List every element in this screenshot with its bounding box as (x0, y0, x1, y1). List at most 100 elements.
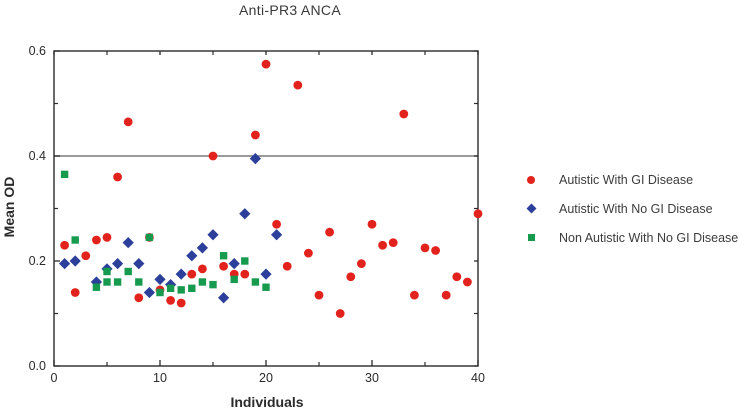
legend-marker-box (519, 203, 543, 214)
data-point-square (219, 252, 228, 260)
data-point-circle (410, 290, 419, 300)
data-point-square (241, 257, 249, 265)
data-point-diamond (260, 268, 272, 280)
data-point-square (198, 278, 207, 286)
data-point-diamond (133, 258, 145, 270)
legend-marker-box (519, 234, 543, 241)
y-tick-label: 0.0 (29, 359, 46, 373)
data-point-circle (134, 293, 144, 303)
data-point-circle (441, 290, 451, 300)
data-point-square (188, 284, 196, 292)
data-point-diamond (271, 229, 283, 241)
data-point-square (230, 275, 238, 284)
data-point-circle (304, 248, 313, 258)
data-point-diamond (239, 208, 251, 220)
data-point-square (166, 284, 175, 292)
legend-marker-box (519, 175, 543, 184)
data-point-square (262, 283, 270, 291)
data-point-circle (282, 261, 292, 271)
data-point-circle (102, 232, 112, 242)
chart-title: Anti-PR3 ANCA (239, 2, 341, 18)
legend: Autistic With GI Disease Autistic With N… (519, 165, 738, 252)
data-point-circle (60, 240, 69, 250)
data-point-circle (113, 172, 122, 182)
data-point-diamond (122, 237, 134, 249)
data-point-circle (92, 235, 101, 245)
data-point-circle (367, 219, 377, 229)
data-point-circle (166, 295, 176, 305)
data-point-square (124, 267, 132, 276)
y-axis-title: Mean OD (1, 176, 17, 238)
legend-item-autistic-gi: Autistic With GI Disease (519, 165, 738, 194)
data-point-circle (176, 298, 186, 308)
data-point-circle (208, 151, 218, 161)
data-point-diamond (218, 292, 230, 304)
data-point-square (135, 278, 143, 286)
data-point-circle (399, 109, 409, 119)
data-point-square (92, 283, 101, 291)
y-tick-label: 0.6 (29, 44, 46, 58)
legend-item-non-autistic: Non Autistic With No GI Disease (519, 223, 738, 252)
data-point-square (209, 280, 217, 289)
x-tick-label: 40 (471, 371, 485, 385)
legend-label: Non Autistic With No GI Disease (559, 230, 739, 245)
data-point-square (251, 278, 260, 286)
data-point-diamond (154, 273, 166, 285)
blue-diamond-icon (526, 203, 536, 214)
data-point-square (71, 236, 79, 244)
data-point-square (60, 170, 69, 179)
data-point-circle (187, 269, 197, 279)
data-point-circle (293, 80, 303, 90)
data-point-circle (240, 269, 250, 279)
legend-label: Autistic With GI Disease (559, 172, 694, 187)
data-point-circle (357, 259, 366, 269)
data-point-diamond (196, 242, 208, 254)
data-point-square (113, 278, 122, 286)
data-point-circle (314, 290, 324, 300)
data-point-square (145, 233, 154, 242)
data-point-diamond (112, 258, 124, 270)
data-point-circle (431, 246, 440, 255)
red-circle-icon (527, 175, 535, 184)
data-point-diamond (186, 250, 198, 262)
x-tick-label: 10 (153, 371, 167, 385)
data-point-circle (70, 288, 80, 297)
data-point-circle (81, 251, 91, 261)
green-square-icon (527, 234, 535, 241)
data-point-diamond (249, 153, 261, 165)
data-point-diamond (175, 268, 187, 280)
y-tick-label: 0.2 (29, 254, 46, 268)
data-point-circle (452, 272, 462, 282)
data-point-circle (272, 219, 281, 229)
data-point-circle (378, 240, 387, 250)
data-point-square (103, 267, 111, 276)
data-point-circle (420, 243, 430, 253)
data-point-square (177, 286, 185, 294)
data-point-diamond (228, 258, 240, 270)
data-point-square (103, 278, 111, 286)
data-point-diamond (59, 258, 71, 270)
x-axis-title: Individuals (230, 394, 304, 410)
data-point-circle (346, 272, 356, 282)
data-point-circle (251, 130, 260, 140)
y-tick-label: 0.4 (29, 149, 46, 163)
x-tick-label: 30 (365, 371, 379, 385)
data-point-circle (335, 309, 345, 318)
data-point-circle (219, 261, 229, 271)
data-point-square (156, 288, 164, 297)
data-point-circle (325, 227, 334, 237)
data-point-diamond (143, 286, 155, 299)
data-point-diamond (207, 229, 219, 241)
data-point-circle (123, 117, 133, 127)
data-point-circle (463, 277, 472, 287)
data-point-diamond (69, 255, 81, 267)
x-tick-label: 20 (259, 371, 273, 385)
plot-frame (53, 50, 479, 367)
data-point-circle (473, 209, 483, 219)
x-tick-label: 0 (51, 371, 58, 385)
data-point-circle (388, 238, 398, 248)
legend-label: Autistic With No GI Disease (559, 201, 713, 216)
data-point-circle (261, 59, 271, 69)
